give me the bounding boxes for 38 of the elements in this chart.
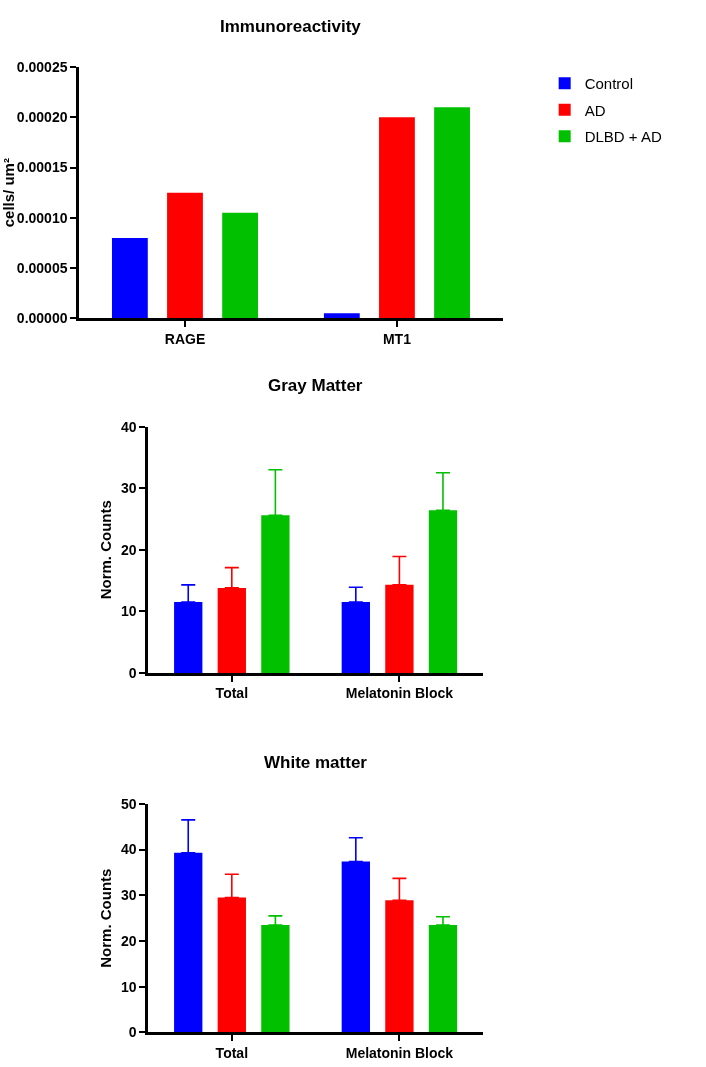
bar — [167, 192, 203, 319]
y-tick-label: 0.00020 — [16, 109, 68, 126]
y-tick-label: 40 — [120, 418, 137, 435]
legend-label: AD — [584, 101, 606, 119]
bar — [222, 212, 259, 319]
bar — [111, 237, 148, 319]
legend-label: Control — [584, 75, 634, 93]
y-axis-title: Norm. Counts — [97, 500, 115, 600]
y-tick-label: 0 — [128, 664, 137, 681]
y-tick-label: 0.00025 — [16, 59, 68, 75]
y-tick-label: 30 — [120, 480, 137, 497]
legend-label: DLBD + AD — [584, 128, 662, 146]
x-tick-label: Melatonin Block — [345, 685, 454, 702]
y-axis-title: cells/ um² — [0, 158, 17, 228]
x-tick-label: Total — [215, 685, 249, 702]
y-axis-title: Norm. Counts — [97, 868, 115, 968]
y-tick-label: 40 — [120, 841, 137, 858]
y-tick-label: 0.00015 — [16, 159, 68, 176]
y-tick-label: 20 — [120, 932, 137, 949]
y-tick-label: 10 — [120, 978, 137, 995]
x-tick-label: MT1 — [382, 330, 412, 347]
x-tick-label: Melatonin Block — [345, 1044, 454, 1061]
y-tick-label: 0.00005 — [16, 259, 68, 276]
chart-title: Immunoreactivity — [220, 17, 362, 36]
y-tick-label: 30 — [120, 887, 137, 904]
chart-title: White matter — [264, 753, 368, 772]
x-tick-label: RAGE — [164, 330, 206, 347]
y-tick-label: 0.00010 — [16, 209, 68, 226]
x-tick-label: Total — [215, 1044, 249, 1061]
y-tick-label: 10 — [120, 603, 137, 620]
y-tick-label: 50 — [120, 795, 137, 812]
y-tick-label: 20 — [120, 541, 137, 558]
chart-title: Gray Matter — [268, 376, 363, 395]
y-tick-label: 0 — [128, 1024, 137, 1041]
bar — [323, 313, 360, 319]
bar — [379, 117, 415, 319]
y-tick-label: 0.00000 — [16, 310, 68, 327]
bar — [434, 107, 470, 319]
